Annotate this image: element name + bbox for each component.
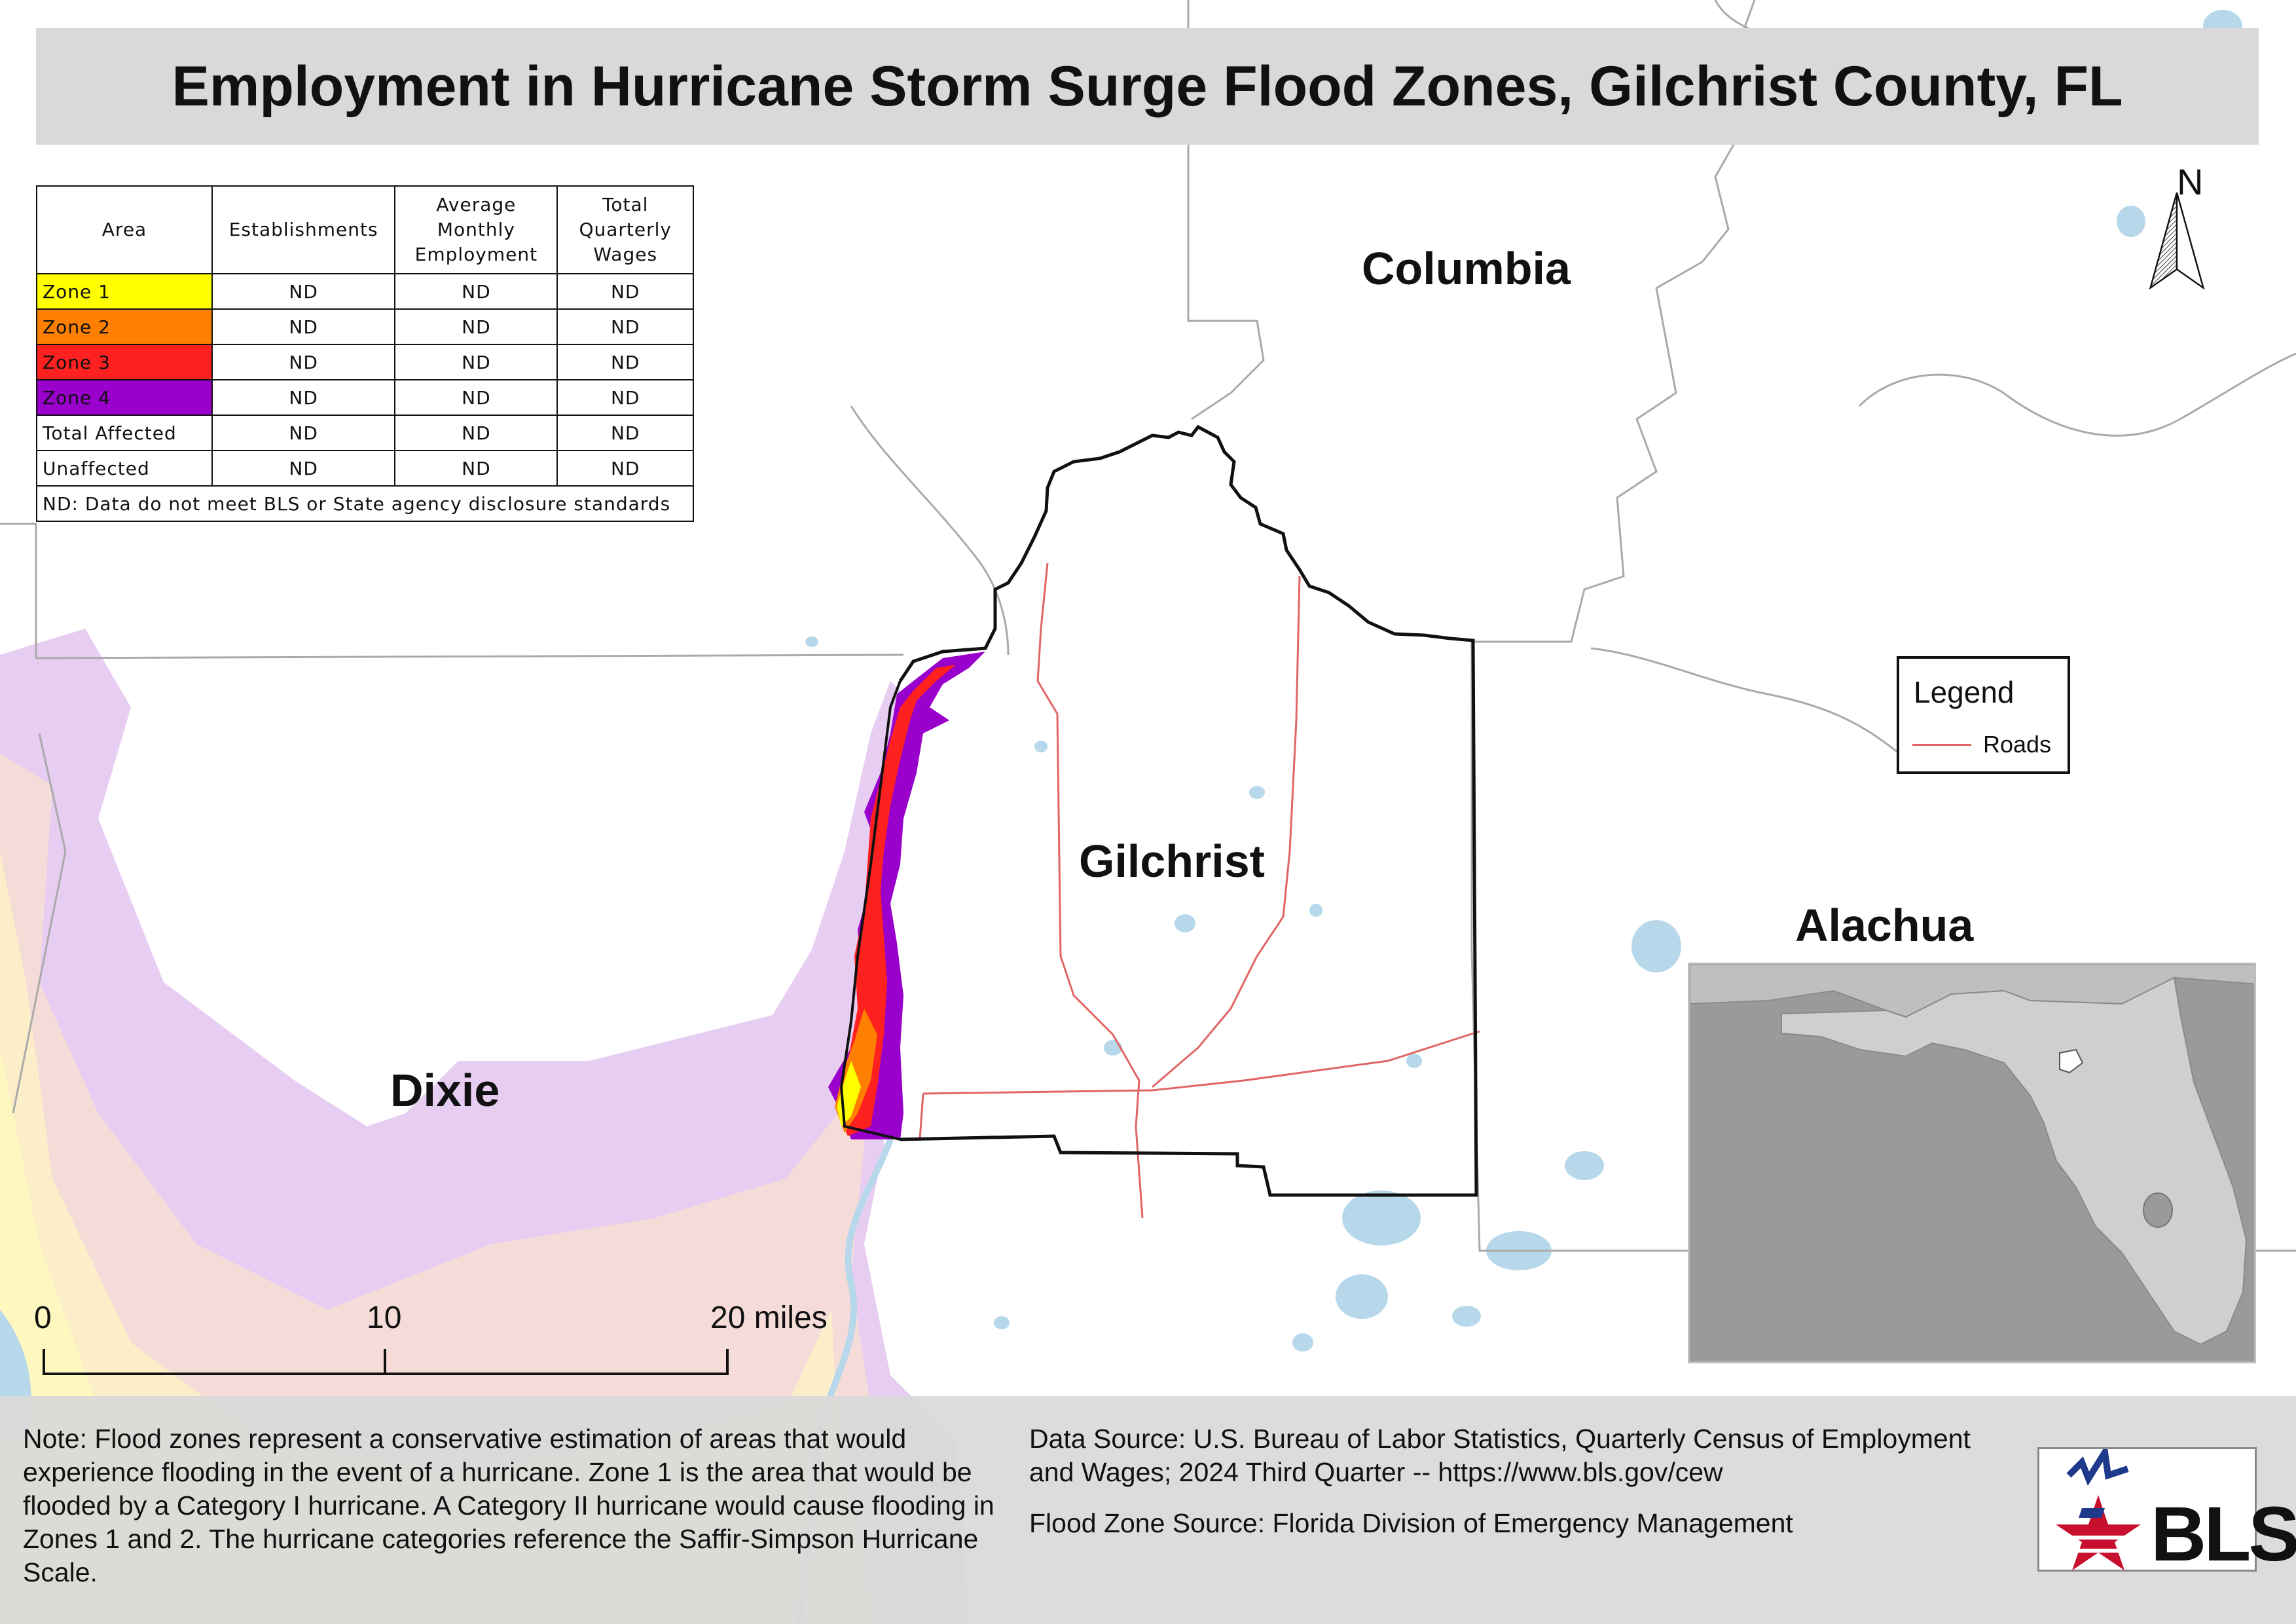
- value-cell: ND: [211, 415, 396, 451]
- inset-florida: [1781, 976, 2248, 1346]
- header-establishments: Establishments: [211, 185, 396, 274]
- scale-label-20: 20 miles: [710, 1301, 828, 1335]
- value-cell: ND: [394, 379, 558, 416]
- north-letter: N: [2177, 161, 2204, 202]
- county-label-gilchrist: Gilchrist: [1079, 836, 1265, 887]
- bls-star-icon: [2056, 1449, 2141, 1570]
- map-title: Employment in Hurricane Storm Surge Floo…: [172, 54, 2123, 118]
- value-cell: ND: [211, 344, 396, 380]
- value-cell: ND: [556, 308, 694, 345]
- area-cell: Zone 3: [36, 344, 213, 380]
- north-arrow-icon: [2149, 192, 2205, 290]
- header-wages: Total Quarterly Wages: [556, 185, 694, 274]
- title-bar: Employment in Hurricane Storm Surge Floo…: [36, 28, 2259, 145]
- value-cell: ND: [556, 450, 694, 487]
- table-note: ND: Data do not meet BLS or State agency…: [36, 485, 694, 522]
- flood-zone-note: Note: Flood zones represent a conservati…: [23, 1424, 994, 1587]
- florida-inset-map: [1690, 965, 2254, 1361]
- value-cell: ND: [211, 273, 396, 310]
- county-label-columbia: Columbia: [1362, 243, 1571, 294]
- legend-title: Legend: [1914, 675, 2014, 709]
- roads: [919, 563, 1480, 1219]
- value-cell: ND: [556, 273, 694, 310]
- area-cell: Zone 4: [36, 379, 213, 416]
- legend: Legend Roads: [1897, 656, 2070, 774]
- area-cell: Unaffected: [36, 450, 213, 487]
- table-row: Zone 4 ND ND ND: [36, 379, 694, 416]
- data-source: Data Source: U.S. Bureau of Labor Statis…: [1029, 1424, 1971, 1487]
- value-cell: ND: [556, 344, 694, 380]
- inset-gilchrist-highlight: [2059, 1048, 2084, 1074]
- flood-zone-source: Flood Zone Source: Florida Division of E…: [1029, 1508, 1793, 1538]
- value-cell: ND: [211, 308, 396, 345]
- roads-label: Roads: [1983, 731, 2052, 758]
- header-employment: Average Monthly Employment: [394, 185, 558, 274]
- value-cell: ND: [211, 379, 396, 416]
- value-cell: ND: [211, 450, 396, 487]
- table-row: Total Affected ND ND ND: [36, 415, 694, 451]
- scale-bar: [43, 1349, 729, 1375]
- table-row: Zone 1 ND ND ND: [36, 273, 694, 310]
- bls-logo-text: BLS: [2151, 1491, 2296, 1578]
- area-cell: Zone 2: [36, 308, 213, 345]
- value-cell: ND: [394, 415, 558, 451]
- county-label-alachua: Alachua: [1795, 900, 1974, 951]
- area-cell: Zone 1: [36, 273, 213, 310]
- value-cell: ND: [556, 415, 694, 451]
- bls-logo: BLS: [2037, 1447, 2296, 1578]
- area-cell: Total Affected: [36, 415, 213, 451]
- value-cell: ND: [394, 273, 558, 310]
- gilchrist-west-edge: [839, 680, 902, 1141]
- roads-swatch: [1912, 744, 1971, 746]
- table-note-row: ND: Data do not meet BLS or State agency…: [36, 485, 694, 522]
- table-row: Unaffected ND ND ND: [36, 450, 694, 487]
- value-cell: ND: [556, 379, 694, 416]
- gilchrist-outline: [898, 424, 1478, 1197]
- table-row: Zone 3 ND ND ND: [36, 344, 694, 380]
- header-area: Area: [36, 185, 213, 274]
- table-body: Zone 1 ND ND ND Zone 2 ND ND ND Zone 3 ND ND ND Zone…: [36, 273, 694, 522]
- scale-label-10: 10: [367, 1301, 402, 1335]
- florida-locator-inset: [1688, 963, 2256, 1363]
- employment-table: Area Establishments Average Monthly Empl…: [36, 185, 694, 522]
- scale-label-0: 0: [34, 1301, 52, 1335]
- value-cell: ND: [394, 450, 558, 487]
- value-cell: ND: [394, 308, 558, 345]
- value-cell: ND: [394, 344, 558, 380]
- table-header-row: Area Establishments Average Monthly Empl…: [36, 185, 694, 274]
- county-label-dixie: Dixie: [390, 1065, 500, 1116]
- footer-panel: [0, 1396, 2296, 1624]
- table-row: Zone 2 ND ND ND: [36, 308, 694, 345]
